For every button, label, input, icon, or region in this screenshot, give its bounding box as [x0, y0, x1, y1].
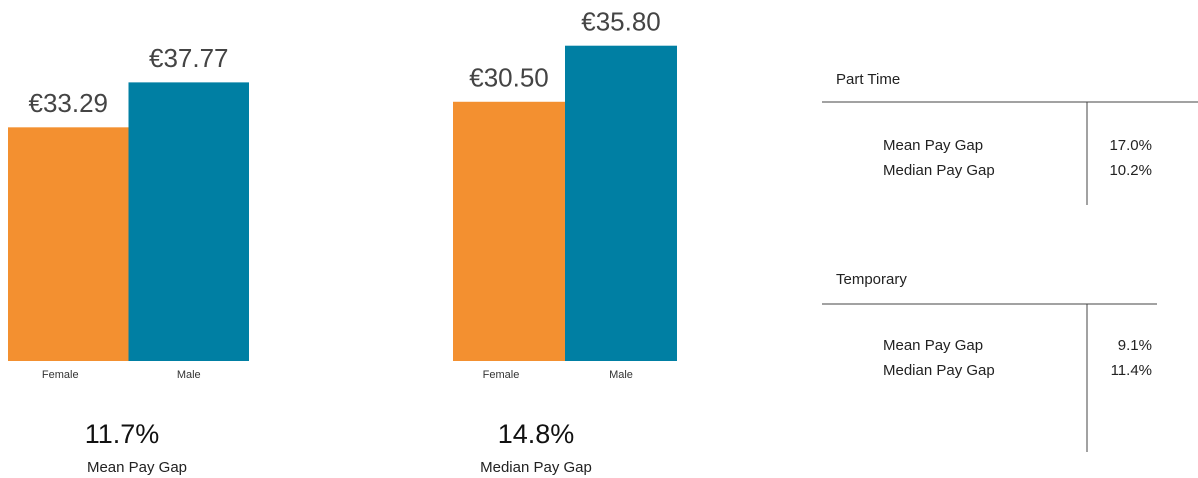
category-label: Female — [483, 369, 520, 381]
gap-value: 14.8% — [498, 419, 575, 449]
category-label: Male — [177, 369, 201, 381]
row-label: Mean Pay Gap — [883, 137, 983, 154]
category-label: Female — [42, 369, 79, 381]
value-label: €35.80 — [581, 7, 661, 37]
table-title: Part Time — [836, 71, 900, 88]
value-label: €30.50 — [469, 63, 549, 93]
row-label: Median Pay Gap — [883, 162, 995, 179]
bar — [128, 82, 249, 362]
gap-value: 11.7% — [85, 419, 160, 449]
row-value: 9.1% — [1118, 337, 1152, 354]
value-label: €33.29 — [28, 88, 108, 118]
bar — [8, 127, 129, 361]
row-value: 11.4% — [1111, 362, 1152, 379]
value-label: €37.77 — [149, 43, 229, 73]
row-value: 17.0% — [1109, 137, 1152, 154]
gap-label: Mean Pay Gap — [87, 459, 187, 476]
table-title: Temporary — [836, 271, 907, 288]
category-label: Male — [609, 369, 633, 381]
bar — [565, 45, 677, 361]
row-label: Median Pay Gap — [883, 362, 995, 379]
gap-label: Median Pay Gap — [480, 459, 592, 476]
row-value: 10.2% — [1109, 162, 1152, 179]
bar — [453, 101, 565, 361]
row-label: Mean Pay Gap — [883, 337, 983, 354]
